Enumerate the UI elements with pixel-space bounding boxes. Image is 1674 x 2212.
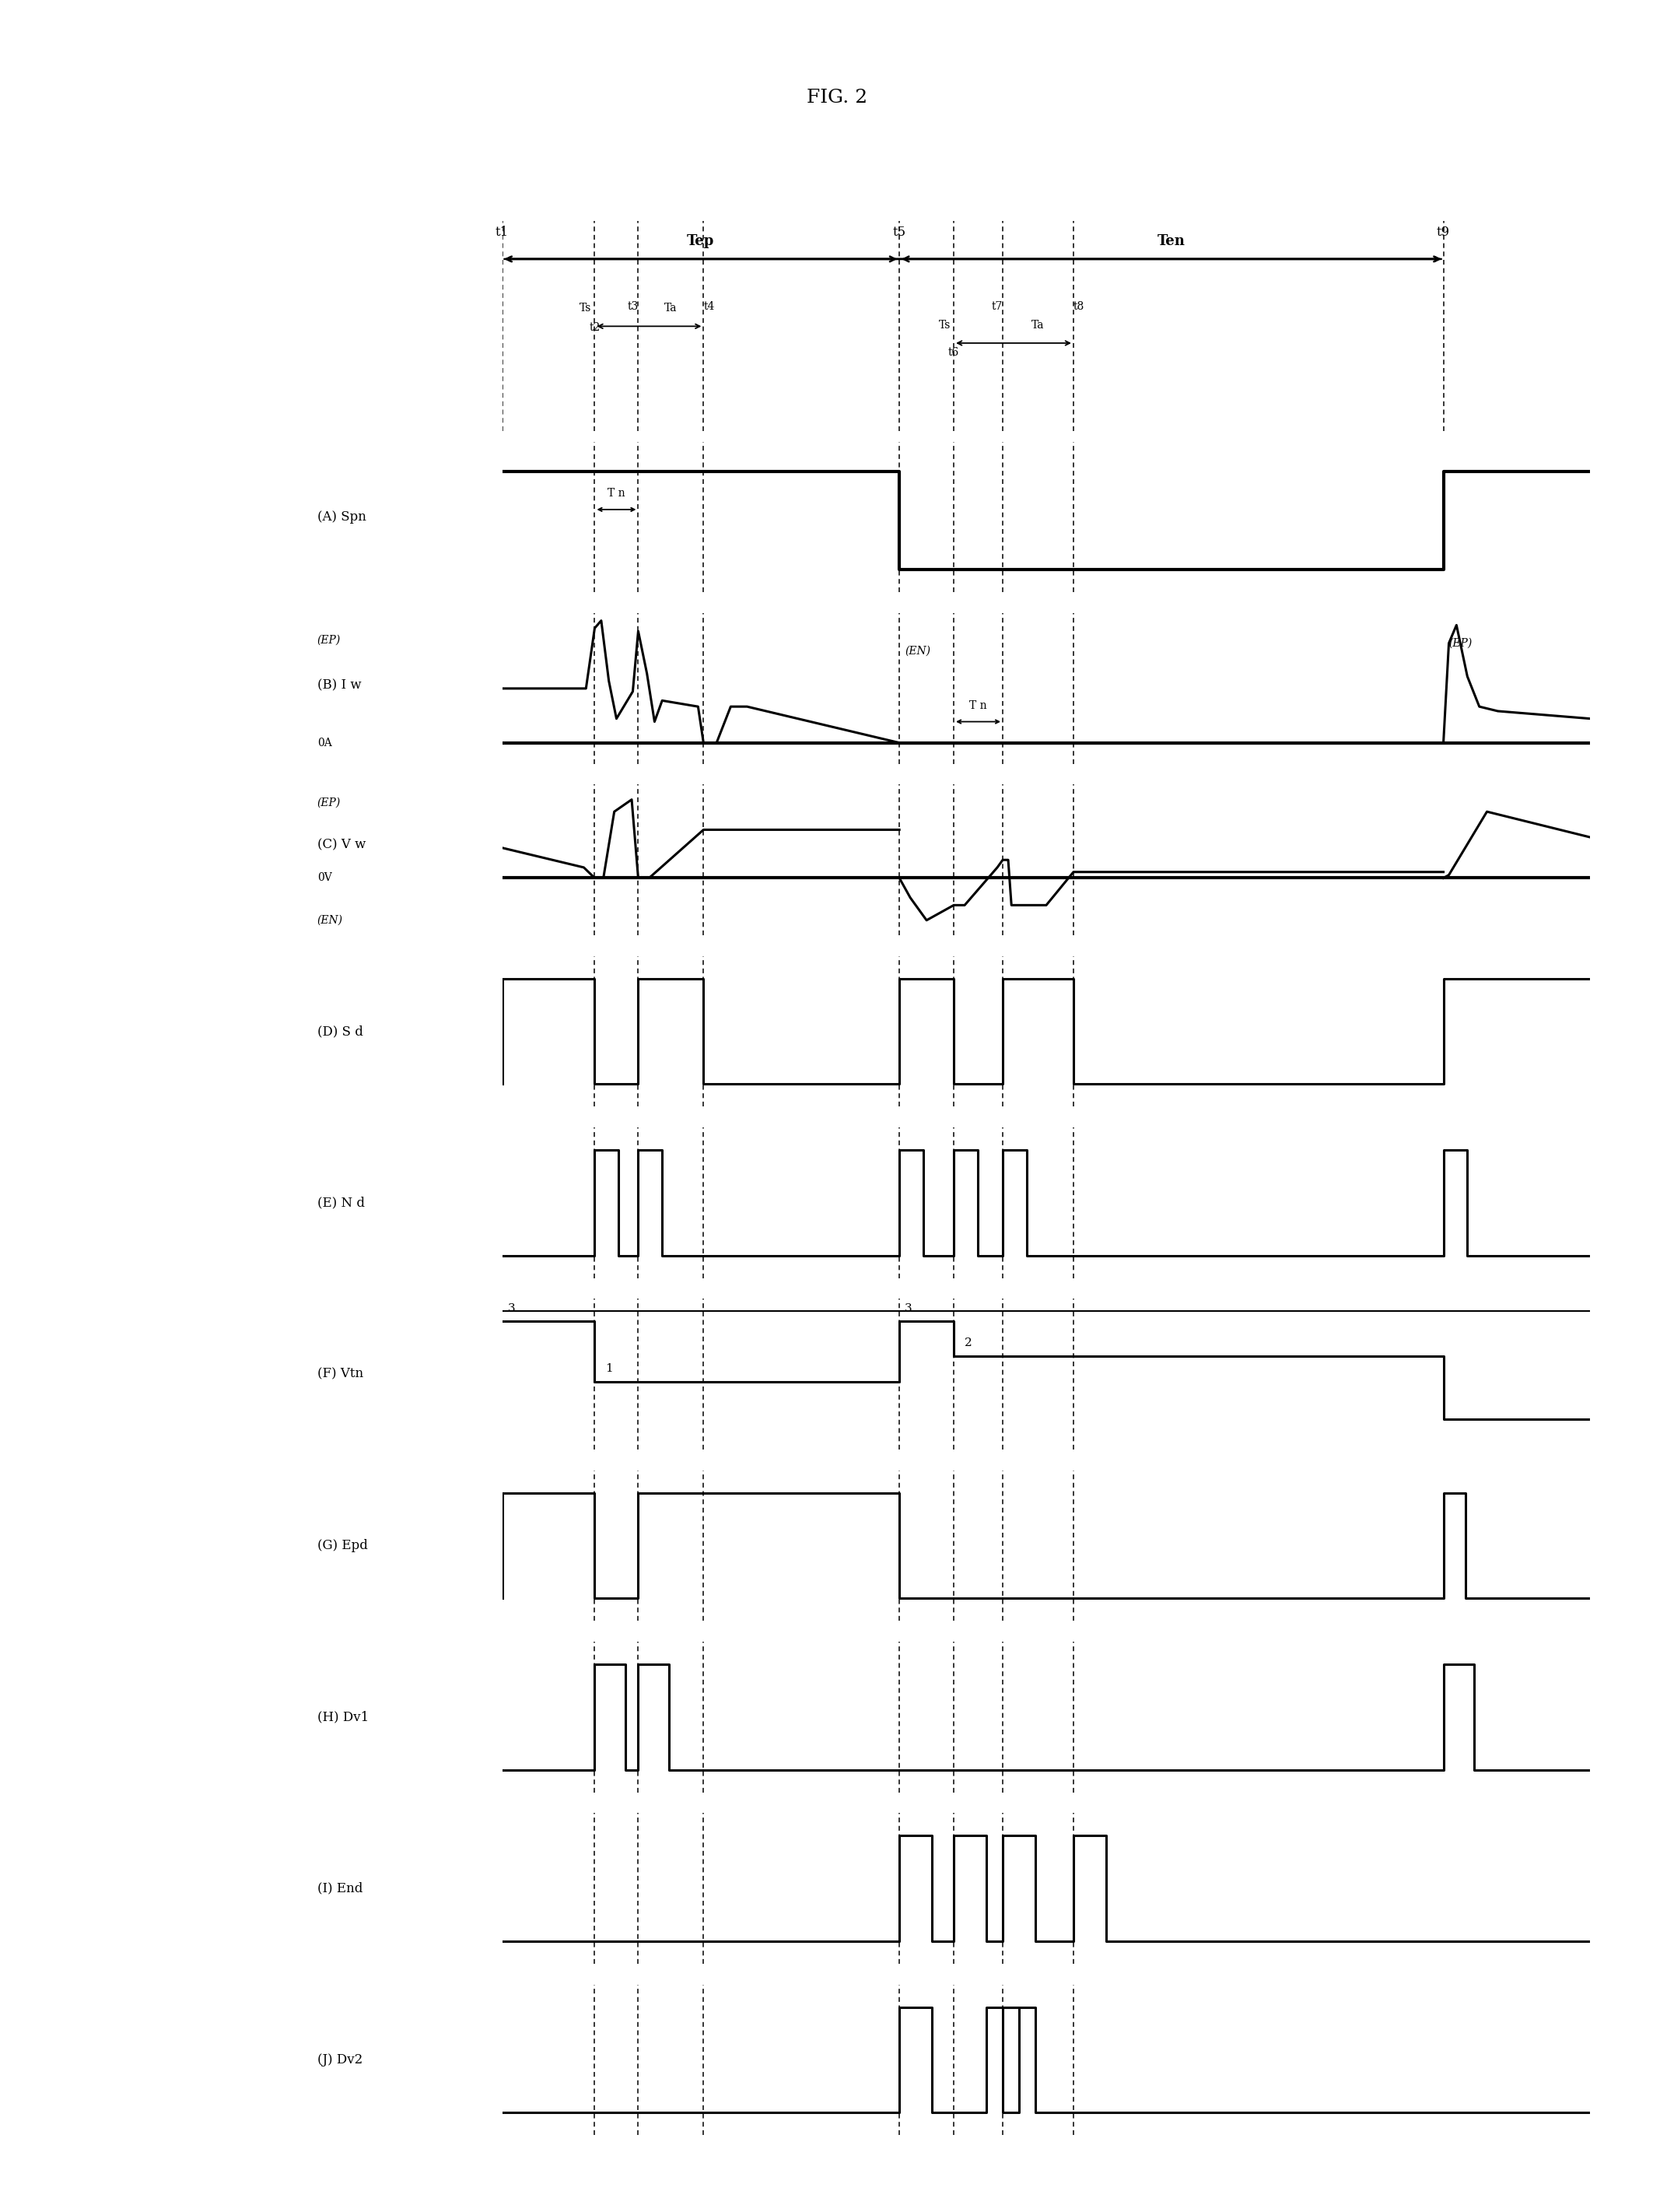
Text: (H) Dv1: (H) Dv1 [318, 1710, 368, 1723]
Text: (G) Epd: (G) Epd [318, 1540, 368, 1553]
Text: (EP): (EP) [318, 796, 341, 807]
Text: t9: t9 [1436, 226, 1450, 239]
Text: t7: t7 [991, 301, 1003, 312]
Text: 3: 3 [904, 1303, 912, 1314]
Text: t6: t6 [947, 347, 959, 358]
Text: (B) I w: (B) I w [318, 679, 362, 692]
Text: t1: t1 [496, 226, 509, 239]
Text: Ts: Ts [579, 303, 591, 314]
Text: (EP): (EP) [1448, 637, 1473, 648]
Text: (EN): (EN) [904, 646, 931, 657]
Text: 1: 1 [606, 1363, 613, 1374]
Text: 0A: 0A [318, 737, 331, 748]
Text: FIG. 2: FIG. 2 [807, 88, 867, 106]
Text: Ts: Ts [939, 319, 951, 330]
Text: (F) Vtn: (F) Vtn [318, 1367, 363, 1380]
Text: 0V: 0V [318, 872, 331, 883]
Text: 3: 3 [507, 1303, 516, 1314]
Text: (E) N d: (E) N d [318, 1197, 365, 1210]
Text: T n: T n [969, 701, 988, 710]
Text: t2: t2 [589, 323, 601, 334]
Text: t3: t3 [628, 301, 638, 312]
Text: T n: T n [608, 489, 626, 500]
Text: (I) End: (I) End [318, 1882, 363, 1896]
Text: (A) Spn: (A) Spn [318, 511, 367, 524]
Text: (EP): (EP) [318, 635, 341, 646]
Text: 2: 2 [964, 1338, 973, 1349]
Text: (EN): (EN) [318, 916, 343, 925]
Text: t5: t5 [892, 226, 906, 239]
Text: (C) V w: (C) V w [318, 838, 365, 852]
Text: (J) Dv2: (J) Dv2 [318, 2053, 363, 2066]
Text: Tep: Tep [686, 234, 715, 248]
Text: Ta: Ta [665, 303, 678, 314]
Text: Ten: Ten [1157, 234, 1185, 248]
Text: Ta: Ta [1031, 319, 1045, 330]
Text: t8: t8 [1073, 301, 1085, 312]
Text: (D) S d: (D) S d [318, 1024, 363, 1037]
Text: t4: t4 [703, 301, 715, 312]
